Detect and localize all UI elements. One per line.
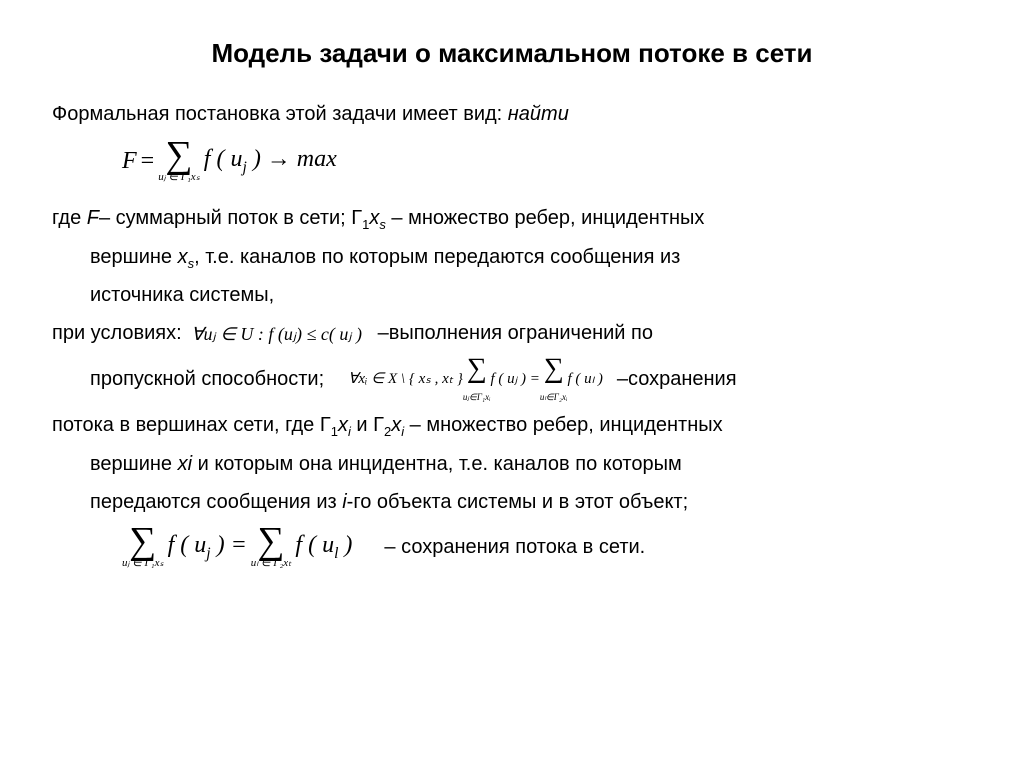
sigma-subscript: uⱼ∈Γ₁xᵢ (463, 389, 491, 406)
page-title: Модель задачи о максимальном потоке в се… (52, 38, 972, 69)
sigma-subscript: uₗ∈Γ₂xᵢ (540, 389, 568, 406)
fn: f ( ul ) (295, 532, 352, 563)
sigma-icon: ∑ uₗ∈Γ₂xᵢ (540, 352, 568, 406)
paragraph-where: где F– суммарный поток в сети; Г1xs – мн… (52, 199, 972, 238)
paragraph-where-l3: источника системы, (52, 276, 972, 314)
var-x: x (178, 246, 188, 268)
var-xi: xi (178, 453, 192, 475)
sigma-subscript: uₗ ∈ Γ₂xₜ (251, 556, 292, 569)
sigma-icon: ∑ uₗ ∈ Γ₂xₜ (251, 525, 292, 569)
sigma-icon: ∑ uⱼ ∈ Γ₁xₛ (158, 139, 200, 183)
text: пропускной способности; (90, 360, 324, 398)
paragraph-where-l2: вершине xs, т.е. каналов по которым пере… (52, 238, 972, 277)
sigma-symbol: ∑ (544, 353, 564, 384)
formula-conservation-net: ∑ uⱼ ∈ Γ₁xₛ f ( uj ) = ∑ uₗ ∈ Γ₂xₜ f ( u… (122, 525, 972, 569)
text: вершине (90, 246, 178, 268)
text: и которым она инцидентна, т.е. каналов п… (192, 453, 682, 475)
fn-close: ) = (211, 532, 247, 558)
text: Формальная постановка этой задачи имеет … (52, 103, 508, 125)
text: – суммарный поток в сети; Г (99, 207, 362, 229)
var-x: x (369, 207, 379, 229)
document-page: Модель задачи о максимальном потоке в се… (0, 0, 1024, 589)
fn: f ( uₗ ) (567, 365, 602, 394)
fn-close: ) (338, 532, 352, 558)
text: –сохранения (617, 360, 737, 398)
fn-text: f ( u (295, 532, 334, 558)
var-x: x (391, 414, 401, 436)
text: передаются сообщения из (90, 491, 342, 513)
paragraph-vertex-l3: передаются сообщения из i-го объекта сис… (52, 483, 972, 521)
formula-objective: F = ∑ uⱼ ∈ Γ₁xₛ f ( uj ) → max (122, 139, 972, 183)
equals: = (141, 148, 155, 175)
sigma-icon: ∑ uⱼ∈Γ₁xᵢ (463, 352, 491, 406)
sigma-icon: ∑ uⱼ ∈ Γ₁xₛ (122, 525, 164, 569)
var-F: F (122, 148, 137, 175)
text: – множество ребер, инцидентных (386, 207, 705, 229)
text: – сохранения потока в сети. (384, 536, 645, 559)
paragraph-conditions-l2: пропускной способности; ∀xᵢ ∈ X \ { xₛ ,… (52, 352, 972, 406)
text: -го объекта системы и в этот объект; (347, 491, 688, 513)
text: –выполнения ограничений по (378, 322, 653, 344)
sub: 1 (331, 424, 338, 439)
var-x: x (338, 414, 348, 436)
fn: f ( uj ) = (168, 532, 247, 563)
sigma-subscript: uⱼ ∈ Γ₁xₛ (158, 170, 200, 183)
paragraph-intro: Формальная постановка этой задачи имеет … (52, 95, 972, 133)
text: где (52, 207, 87, 229)
fn: f ( uⱼ ) = (491, 365, 540, 394)
text: при условиях: (52, 322, 182, 344)
text-italic: найти (508, 103, 569, 125)
formula-capacity: ∀uⱼ ∈ U : f (uⱼ) ≤ c( uⱼ ) (191, 324, 362, 344)
text: – множество ребер, инцидентных (404, 414, 723, 436)
paragraph-vertex: потока в вершинах сети, где Г1xi и Г2xi … (52, 406, 972, 445)
text: , т.е. каналов по которым передаются соо… (194, 246, 680, 268)
paragraph-conditions-l1: при условиях: ∀uⱼ ∈ U : f (uⱼ) ≤ c( uⱼ )… (52, 314, 972, 352)
fn-text: f ( u (168, 532, 207, 558)
fn-close: ) → max (247, 146, 337, 172)
paragraph-vertex-l2: вершине xi и которым она инцидентна, т.е… (52, 445, 972, 483)
text: вершине (90, 453, 178, 475)
formula-conservation-pre: ∀xᵢ ∈ X \ { xₛ , xₜ } (348, 365, 463, 394)
sigma-subscript: uⱼ ∈ Γ₁xₛ (122, 556, 164, 569)
fn-text: f ( u (204, 146, 243, 172)
sigma-symbol: ∑ (467, 353, 487, 384)
text: потока в вершинах сети, где Г (52, 414, 331, 436)
text: и Г (351, 414, 384, 436)
var-F: F (87, 207, 99, 229)
fn: f ( uj ) → max (204, 146, 337, 177)
